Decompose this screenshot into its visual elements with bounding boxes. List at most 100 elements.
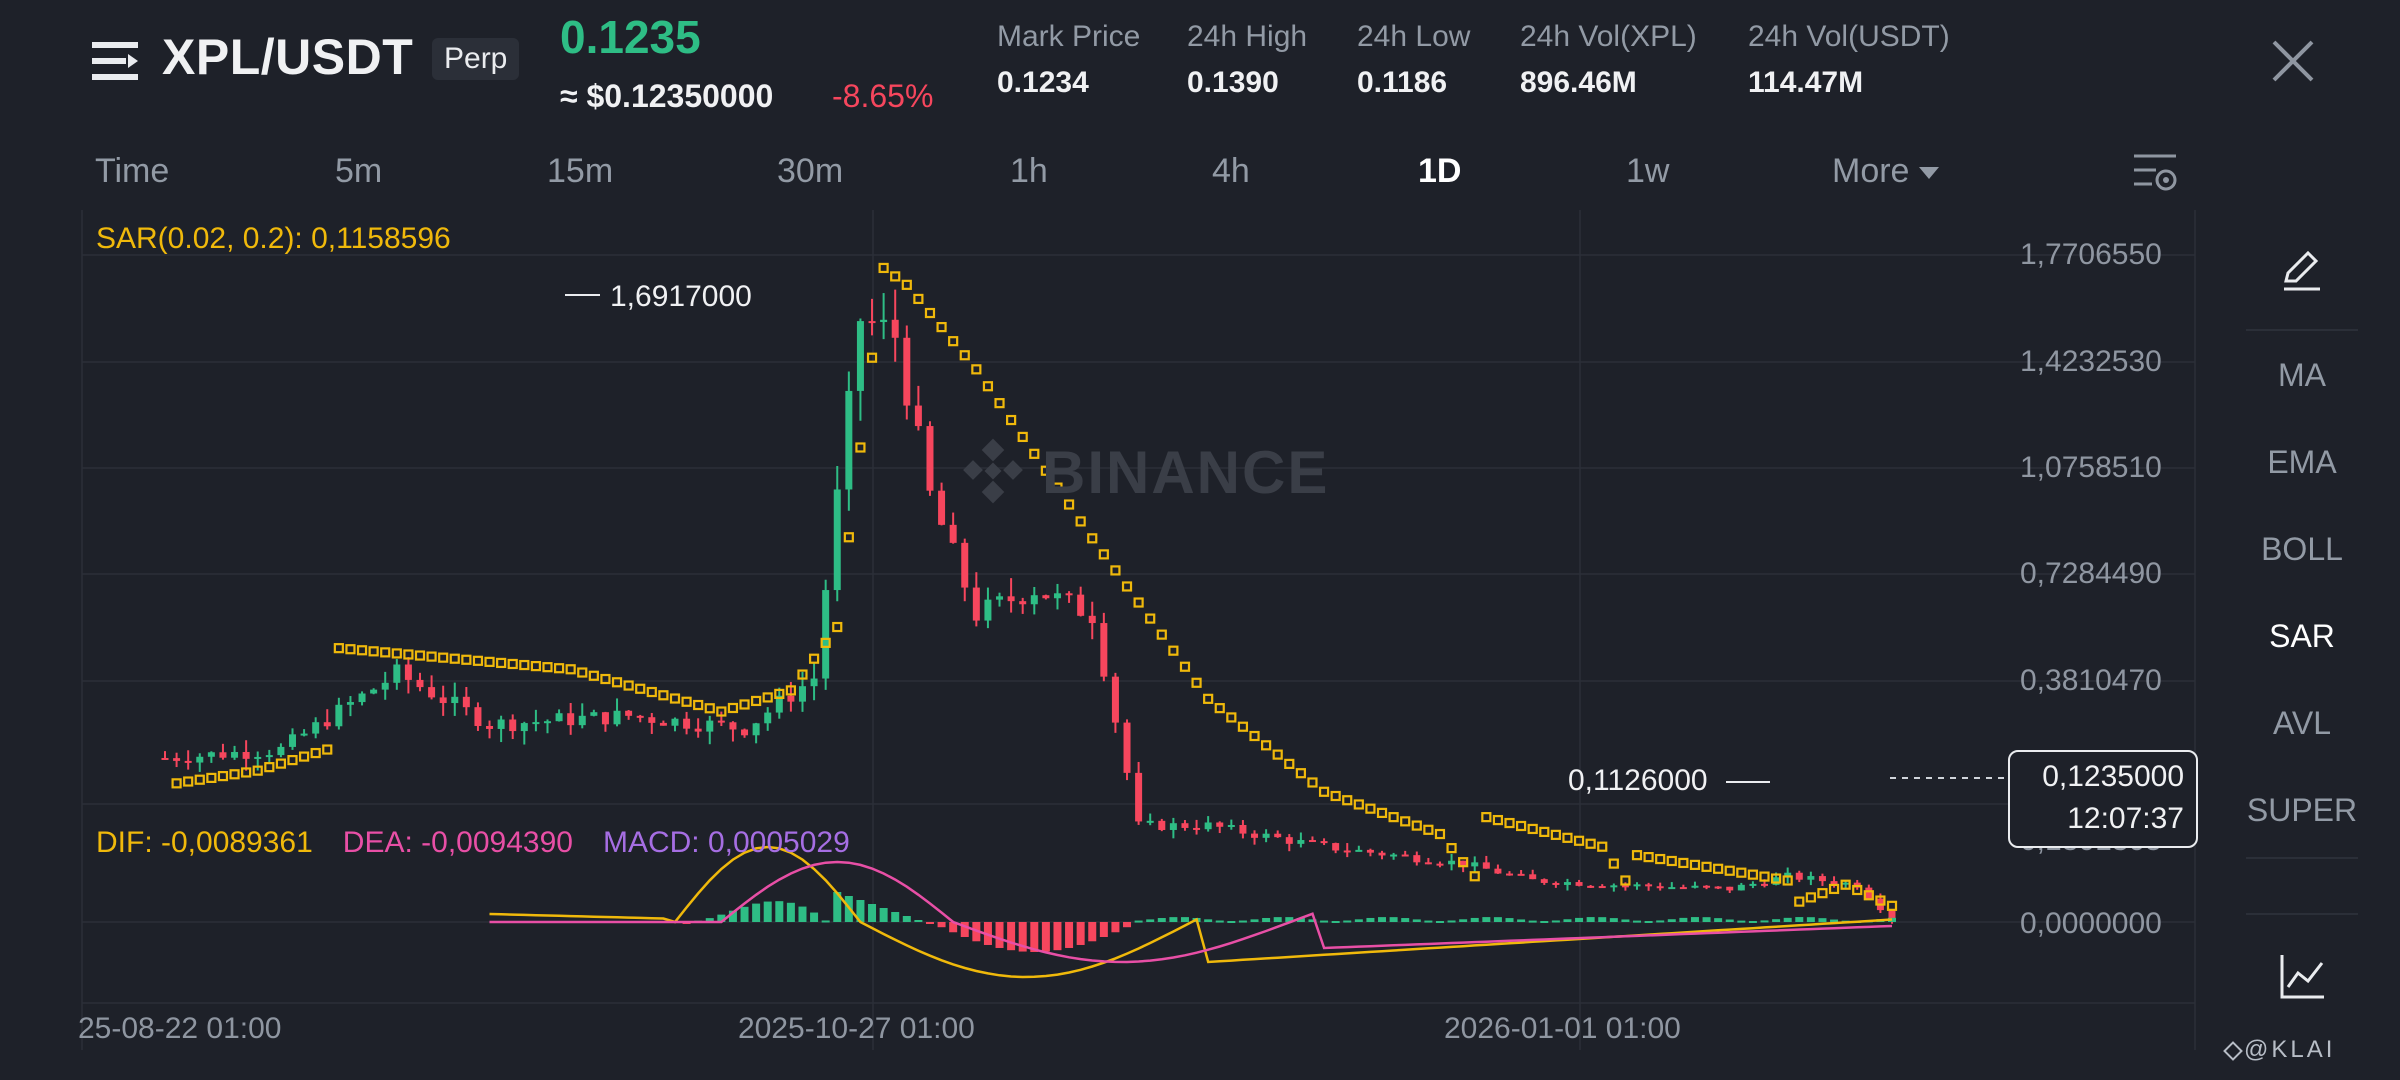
macd-bar [1030, 922, 1039, 952]
candle-body [880, 319, 888, 323]
sar-dot [1376, 807, 1388, 819]
candle-body [1784, 872, 1792, 878]
sar-dot [1655, 853, 1666, 865]
macd-label: MACD: 0,0005029 [602, 826, 850, 859]
candle-body [486, 725, 494, 729]
sar-dot [1284, 758, 1295, 769]
macd-bar [1714, 918, 1723, 922]
tab-30m[interactable]: 30m [777, 152, 844, 190]
candle-body [1679, 887, 1687, 890]
candle-body [532, 722, 540, 725]
tab-1h[interactable]: 1h [1010, 152, 1048, 190]
sar-dot [461, 654, 472, 665]
indicator-ma[interactable]: MA [2278, 357, 2326, 393]
candle-body [1703, 885, 1711, 888]
macd-bar [891, 912, 900, 922]
candle-body [1181, 823, 1189, 828]
last-price: 0.1235 [560, 11, 701, 63]
macd-bar [1424, 920, 1433, 923]
candle-body [1308, 840, 1316, 843]
macd-axis-label: 0,0000000 [2020, 907, 2162, 940]
sar-dot [1597, 841, 1608, 852]
vol-base-label: 24h Vol(XPL) [1520, 20, 1697, 53]
indicator-avl[interactable]: AVL [2272, 705, 2332, 741]
candle-body [659, 722, 667, 726]
candle-body [578, 715, 586, 726]
sar-dot [194, 774, 205, 785]
macd-bar [868, 904, 877, 922]
candle-body [1656, 886, 1664, 889]
chart-settings-icon[interactable] [2132, 150, 2178, 196]
more-timeframes-dropdown[interactable]: More [1832, 152, 1940, 191]
sar-dot [832, 621, 843, 633]
candle-body [775, 695, 783, 713]
close-icon[interactable] [2268, 36, 2318, 86]
candle-body [207, 752, 215, 757]
macd-bar [1111, 922, 1120, 933]
indicator-sar[interactable]: SAR [2269, 618, 2335, 654]
macd-bar [1308, 919, 1317, 922]
tab-15m[interactable]: 15m [547, 152, 614, 190]
sar-dot [1388, 812, 1399, 823]
sar-dot [496, 657, 507, 669]
macd-bar [1123, 922, 1132, 928]
indicator-boll[interactable]: BOLL [2261, 531, 2343, 567]
candle-body [1251, 833, 1259, 838]
sar-dot [797, 669, 808, 680]
price-axis-label: 1,0758510 [2020, 451, 2162, 484]
macd-bar [1273, 917, 1282, 922]
sar-dot [959, 350, 970, 361]
macd-bar [1099, 922, 1108, 937]
sar-dot [1168, 645, 1179, 656]
candle-body [1158, 820, 1166, 830]
indicator-ema[interactable]: EMA [2267, 444, 2337, 480]
sar-dot [936, 321, 947, 333]
sar-dot [901, 279, 912, 290]
lowest-price-marker: 0,1126000 [1568, 764, 1708, 797]
candle-body [1424, 862, 1432, 865]
sar-dot [1133, 597, 1144, 608]
candle-body [358, 693, 366, 703]
tab-time[interactable]: Time [95, 152, 170, 190]
candle-body [462, 696, 470, 708]
sar-dot [1261, 740, 1272, 751]
dea-line [489, 860, 1893, 964]
tab-5m[interactable]: 5m [335, 152, 383, 190]
side-divider [2246, 329, 2358, 331]
macd-bar [1737, 920, 1746, 923]
sar-dot [1318, 786, 1330, 797]
candle-body [1030, 595, 1038, 605]
candle-body [590, 712, 598, 716]
sar-dot [241, 767, 252, 778]
indicator-chart-icon[interactable] [2280, 953, 2326, 999]
tab-4h[interactable]: 4h [1212, 152, 1250, 190]
candle-body [1204, 822, 1212, 830]
macd-bar [1783, 917, 1792, 922]
candle-body [706, 720, 714, 732]
candle-body [1320, 841, 1328, 844]
macd-bar [1065, 922, 1074, 948]
sar-dot [217, 770, 229, 782]
sar-dot [1006, 414, 1017, 426]
tab-1d[interactable]: 1D [1418, 152, 1462, 190]
pencil-icon[interactable] [2278, 245, 2326, 293]
candle-body [1285, 837, 1293, 844]
tab-1w[interactable]: 1w [1626, 152, 1670, 190]
candle-body [335, 704, 343, 727]
price-chart[interactable] [0, 205, 2200, 1055]
candle-body [254, 756, 262, 759]
macd-bar [1180, 917, 1189, 922]
macd-bar [821, 920, 830, 923]
chevron-down-icon [1919, 167, 1940, 180]
sar-dot [414, 650, 426, 661]
sar-dot [774, 688, 785, 700]
macd-bar [1169, 917, 1178, 922]
menu-icon[interactable] [92, 38, 138, 84]
indicator-super[interactable]: SUPER [2246, 792, 2358, 828]
chart-grid [81, 210, 2196, 1050]
candle-body [845, 390, 853, 490]
trading-pair[interactable]: XPL/USDT [162, 29, 414, 85]
candle-body [1448, 860, 1456, 865]
sar-dot [1608, 858, 1619, 869]
macd-bar [1505, 918, 1514, 922]
